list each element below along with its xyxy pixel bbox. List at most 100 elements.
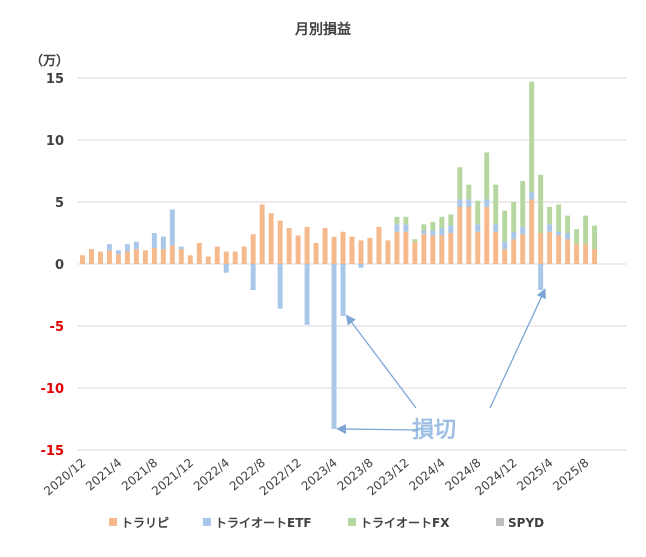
bar-segment [358, 240, 364, 264]
x-tick-label: 2022/4 [191, 456, 232, 494]
bar-segment [574, 244, 580, 264]
bar-segment [403, 216, 409, 225]
bar-segment [466, 184, 472, 200]
y-tick-label: -10 [41, 382, 65, 397]
bar-segment [565, 233, 571, 240]
bar-segment [214, 246, 220, 264]
y-tick-label: 5 [55, 196, 64, 211]
bar-segment [385, 240, 391, 264]
x-tick-labels: 2020/122021/42021/82021/122022/42022/820… [41, 456, 591, 499]
bar-segment [439, 235, 445, 264]
chart-title: 月別損益 [294, 21, 351, 38]
bar-segment [493, 231, 499, 264]
bar-segment [421, 230, 427, 235]
bar-segment [223, 264, 229, 273]
bar-segment [466, 206, 472, 264]
y-tick-label: 10 [46, 134, 64, 149]
legend-label: トライオートFX [360, 516, 450, 530]
bar-segment [556, 204, 562, 232]
annotation-arrow [336, 424, 419, 435]
bar-segment [547, 224, 553, 232]
bar-segment [124, 244, 130, 252]
bar-segment [169, 245, 175, 264]
bar-segment [358, 264, 364, 268]
bar-segment [448, 214, 454, 226]
bar-segment [367, 237, 373, 264]
bar-segment [232, 251, 238, 264]
bar-segment [97, 251, 103, 264]
bar-segment [421, 234, 427, 264]
bar-segment [394, 216, 400, 225]
bar-segment [439, 216, 445, 229]
bar-segment [484, 152, 490, 200]
bar-segment [457, 206, 463, 264]
bar-segment [151, 233, 157, 248]
x-tick-label: 2025/8 [550, 456, 591, 494]
bar-segment [160, 236, 166, 250]
bar-segment [538, 174, 544, 233]
legend-label: トラリピ [121, 516, 169, 530]
bar-segment [520, 226, 526, 235]
bar-segment [259, 204, 265, 264]
bar-segment [160, 249, 166, 264]
y-tick-label: 0 [55, 258, 64, 273]
legend-label: トライオートETF [215, 516, 312, 530]
bar-segment [241, 246, 247, 264]
bar-segment [502, 241, 508, 250]
bar-segment [574, 229, 580, 245]
bar-segment [493, 184, 499, 225]
bar-segment [430, 230, 436, 236]
annotation-text: 損切 [412, 418, 456, 443]
bar-segment [412, 239, 418, 242]
bar-segment [394, 224, 400, 232]
legend-label: SPYD [508, 516, 544, 530]
grid-lines [78, 77, 626, 451]
bar-segment [565, 215, 571, 233]
bar-segment [277, 264, 283, 309]
legend: トラリピ トライオートETF トライオートFX SPYD [109, 516, 544, 530]
bar-segment [403, 224, 409, 232]
bar-segment [511, 239, 517, 264]
bar-segment [304, 226, 310, 264]
bar-segment [80, 255, 85, 264]
bar-segment [142, 250, 148, 264]
bar-segment [547, 206, 553, 225]
bar-segment [466, 199, 472, 207]
bar-segment [187, 255, 193, 264]
bar-segment [133, 249, 139, 264]
bar-segment [583, 244, 589, 264]
bar-segment [583, 215, 589, 245]
bar-segment [223, 251, 229, 264]
bar-segment [448, 225, 454, 233]
bar-segment [115, 250, 121, 255]
bar-segment [475, 200, 481, 225]
bar-segment [106, 244, 112, 251]
bar-segment [151, 247, 157, 264]
bar-segment [529, 81, 535, 193]
x-tick-label: 2020/12 [41, 456, 88, 499]
bar-segment [520, 234, 526, 264]
bar-segment [89, 249, 94, 264]
y-tick-label: -5 [50, 320, 64, 335]
bar-segment [502, 210, 508, 242]
bar-segment [457, 167, 463, 200]
legend-swatch [496, 518, 504, 526]
legend-swatch [203, 518, 211, 526]
bar-segment [340, 231, 346, 264]
bar-segment [529, 199, 535, 264]
bar-segment [556, 231, 562, 236]
bar-segment [493, 224, 499, 232]
x-tick-label: 2023/4 [299, 456, 340, 494]
bar-segment [502, 249, 508, 264]
bar-segment [268, 213, 274, 264]
bar-segment [376, 226, 382, 264]
bar-segment [457, 199, 463, 207]
bar-segment [412, 241, 418, 264]
bar-segment [547, 231, 553, 264]
annotation-arrow [345, 314, 417, 409]
bar-segment [511, 202, 517, 232]
bar-segment [106, 250, 112, 264]
bar-segment [475, 231, 481, 264]
